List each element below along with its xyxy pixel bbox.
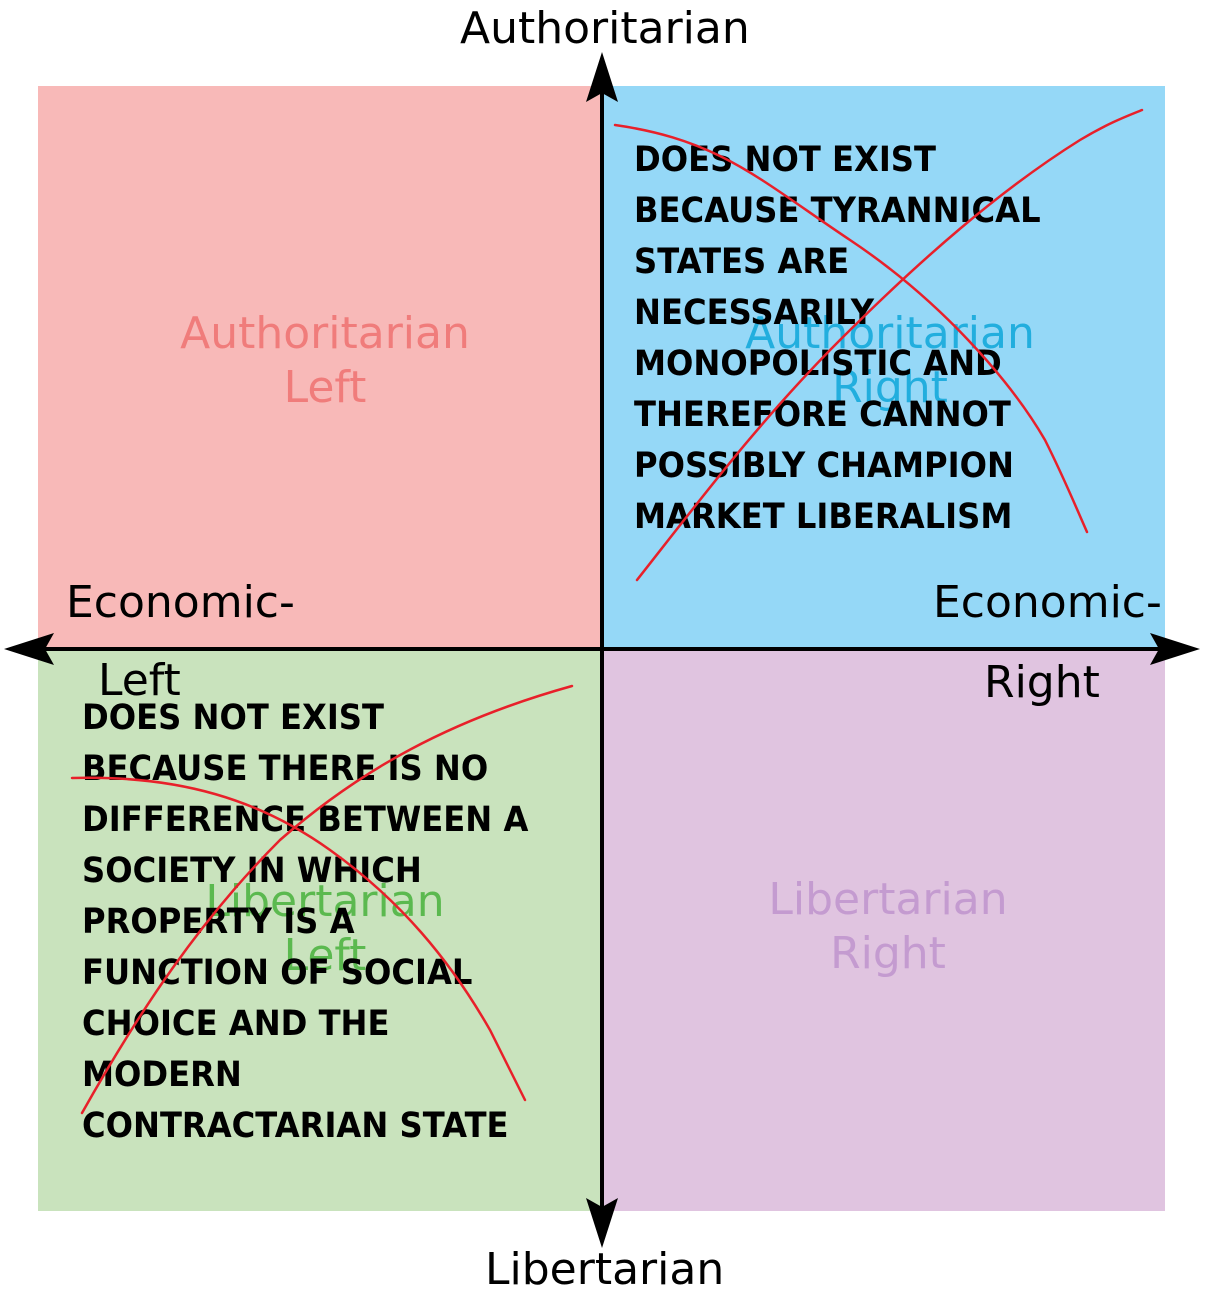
annotation-line: BECAUSE TYRANNICAL [634, 191, 1041, 231]
arrow-left-icon [4, 633, 54, 665]
annotation-line: MARKET LIBERALISM [634, 497, 1013, 537]
quadrant-label-authoritarian-left: Authoritarian Left [125, 307, 525, 415]
annotation-line: MONOPOLISTIC AND [634, 344, 1002, 384]
annotation-authoritarian-right: DOES NOT EXIST BECAUSE TYRANNICAL STATES A… [634, 135, 1076, 543]
annotation-line: DOES NOT EXIST [82, 698, 384, 738]
axis-label-right-line2: Right [984, 657, 1100, 708]
quadrant-libertarian-right [602, 649, 1165, 1211]
annotation-line: CHOICE AND THE [82, 1004, 390, 1044]
quadrant-label-line1: Libertarian [768, 874, 1008, 925]
annotation-line: FUNCTION OF SOCIAL [82, 953, 473, 993]
annotation-line: THEREFORE CANNOT [634, 395, 1011, 435]
annotation-line: POSSIBLY CHAMPION [634, 446, 1014, 486]
annotation-line: MODERN [82, 1055, 242, 1095]
axis-label-left-line1: Economic- [66, 577, 295, 628]
arrow-up-icon [586, 52, 618, 102]
axis-label-right-line1: Economic- [933, 577, 1162, 628]
annotation-libertarian-left: DOES NOT EXIST BECAUSE THERE IS NO DIFFERE… [82, 693, 567, 1152]
annotation-line: BECAUSE THERE IS NO [82, 749, 489, 789]
arrow-down-icon [586, 1198, 618, 1248]
annotation-line: CONTRACTARIAN STATE [82, 1106, 509, 1146]
arrow-right-icon [1150, 633, 1200, 665]
axis-label-bottom: Libertarian [485, 1244, 725, 1295]
quadrant-authoritarian-left [38, 86, 602, 649]
annotation-line: DOES NOT EXIST [634, 140, 936, 180]
axis-label-top: Authoritarian [460, 3, 750, 54]
quadrant-label-line1: Authoritarian [180, 308, 470, 359]
annotation-line: STATES ARE [634, 242, 850, 282]
annotation-line: NECESSARILY [634, 293, 875, 333]
annotation-line: SOCIETY IN WHICH [82, 851, 422, 891]
quadrant-label-libertarian-right: Libertarian Right [688, 873, 1088, 981]
quadrant-label-line2: Right [830, 928, 946, 979]
quadrant-label-line2: Left [283, 362, 367, 413]
annotation-line: DIFFERENCE BETWEEN A [82, 800, 529, 840]
annotation-line: PROPERTY IS A [82, 902, 355, 942]
